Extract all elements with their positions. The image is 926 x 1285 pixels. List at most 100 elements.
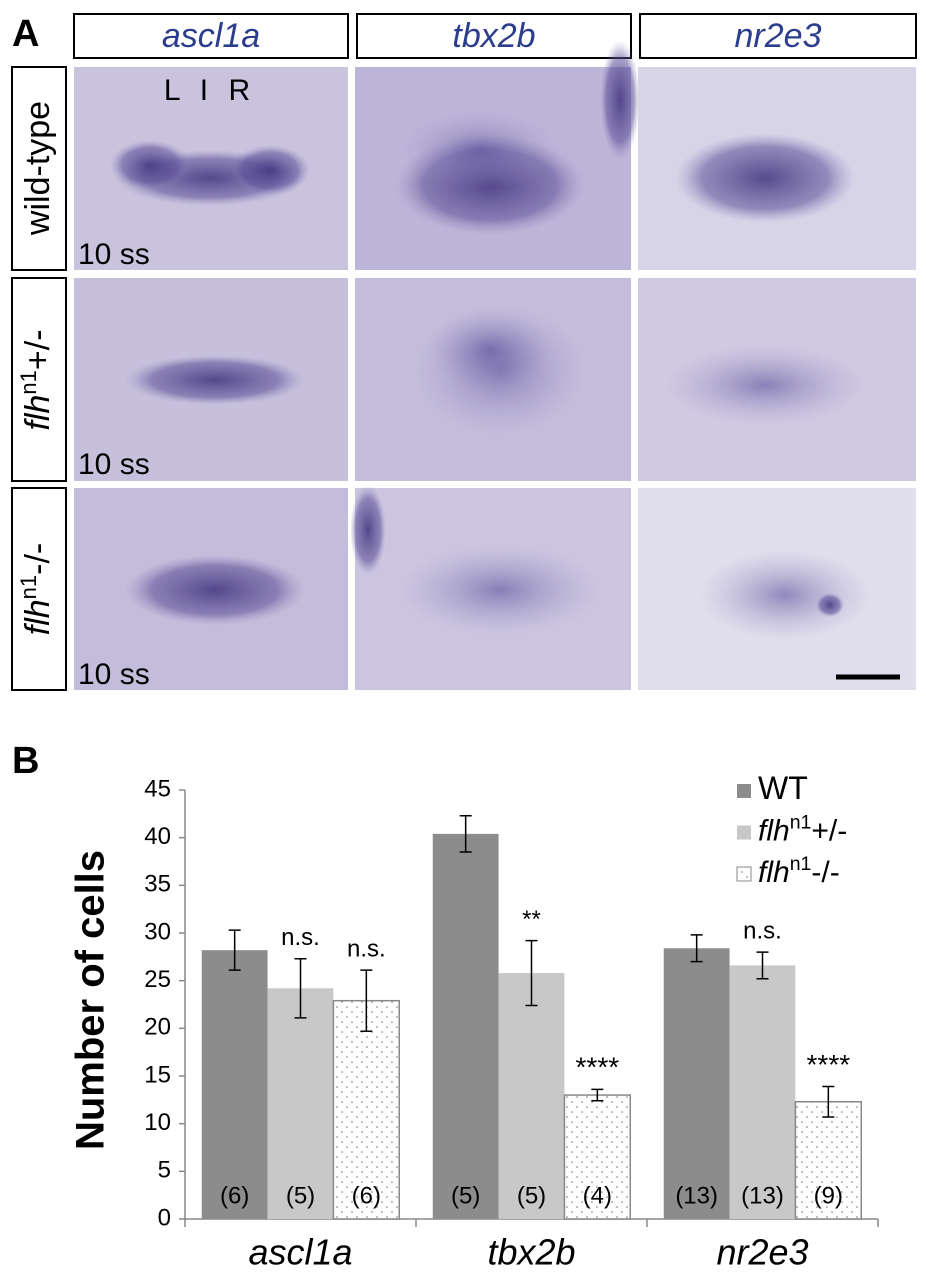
staining	[125, 555, 305, 625]
stage-label: 10 ss	[78, 658, 150, 691]
bar	[332, 999, 401, 1220]
panel-label: A	[12, 13, 39, 55]
legend-genotype: +/-	[811, 814, 847, 847]
legend-swatch	[736, 866, 752, 882]
staining	[400, 545, 600, 635]
significance-label: n.s.	[743, 917, 782, 944]
row-label-gene: flh	[19, 395, 57, 431]
staining	[350, 485, 386, 575]
bar	[432, 833, 499, 1219]
legend-label: WT	[758, 770, 808, 806]
error-bar	[822, 1085, 835, 1118]
row-label-box	[11, 487, 67, 691]
bar	[663, 948, 730, 1219]
n-label: (4)	[583, 1182, 612, 1209]
stage-label: 10 ss	[78, 238, 150, 271]
panel-a: A ascl1a tbx2b nr2e3 wild-type flhn1+/- …	[11, 13, 917, 691]
legend-genotype: -/-	[811, 856, 839, 889]
header-box	[73, 13, 349, 59]
y-tick-label: 35	[144, 871, 171, 898]
bar	[201, 950, 268, 1219]
legend-label: flhn1+/-	[758, 812, 847, 848]
staining	[400, 110, 560, 190]
bar	[498, 973, 565, 1219]
y-tick-label: 25	[144, 966, 171, 993]
column-header: tbx2b	[452, 17, 535, 55]
significance-label: n.s.	[347, 936, 386, 963]
legend-swatch	[737, 784, 751, 798]
n-label: (5)	[517, 1182, 546, 1209]
n-label: (13)	[675, 1182, 718, 1209]
n-label: (5)	[286, 1182, 315, 1209]
bar	[267, 988, 334, 1219]
significance-label: ****	[807, 1049, 851, 1080]
bar	[794, 1100, 863, 1220]
panel-b: B Number of cells 0 5 10 15 20 25 30 35 40 45 ascl1a…	[12, 740, 879, 1273]
n-label: (5)	[451, 1182, 480, 1209]
legend-gene: flh	[758, 856, 790, 889]
n-label: (6)	[352, 1182, 381, 1209]
significance-label: n.s.	[281, 924, 320, 951]
orientation-label: L I R	[164, 74, 256, 107]
legend-sup: n1	[790, 812, 812, 834]
error-bar	[756, 951, 769, 980]
x-tick-label: ascl1a	[248, 1232, 352, 1273]
column-header: ascl1a	[162, 17, 260, 55]
x-tick-label: tbx2b	[487, 1232, 575, 1273]
n-label: (9)	[814, 1182, 843, 1209]
staining	[230, 145, 310, 195]
row-label-sup: n1	[16, 370, 41, 394]
significance-label: **	[522, 906, 541, 933]
row-label: flhn1+/-	[16, 329, 57, 430]
y-tick-label: 15	[144, 1061, 171, 1088]
row-label: wild-type	[19, 101, 57, 236]
y-axis-title: Number of cells	[69, 850, 113, 1150]
legend-text: WT	[758, 770, 808, 806]
header-box	[639, 13, 917, 59]
panel-label: B	[12, 740, 39, 782]
staining	[665, 345, 865, 425]
row-label-genotype: +/-	[19, 329, 57, 370]
row-label-sup: n1	[16, 575, 41, 599]
row-label-box	[11, 277, 67, 482]
legend-gene: flh	[758, 814, 790, 847]
error-bar	[690, 934, 703, 963]
row-label-gene: flh	[19, 599, 57, 635]
error-bar	[525, 939, 538, 1007]
staining	[125, 355, 305, 405]
n-label: (13)	[741, 1182, 784, 1209]
y-tick-label: 30	[144, 918, 171, 945]
y-tick-label: 5	[158, 1157, 171, 1184]
legend-swatch	[737, 825, 751, 840]
stage-label: 10 ss	[78, 448, 150, 481]
staining	[700, 550, 870, 640]
y-tick-label: 20	[144, 1014, 171, 1041]
y-tick-label: 40	[144, 823, 171, 850]
error-bar	[591, 1088, 604, 1102]
y-tick-label: 45	[144, 775, 171, 802]
staining	[816, 593, 844, 617]
row-label-text: wild-type	[19, 101, 57, 236]
micrographs	[74, 40, 916, 690]
n-label: (6)	[220, 1182, 249, 1209]
row-label-box	[11, 66, 67, 271]
row-label-genotype: -/-	[19, 543, 57, 575]
legend-label: flhn1-/-	[758, 853, 840, 889]
y-tick-label: 0	[158, 1204, 171, 1231]
header-box	[356, 13, 632, 59]
error-bar	[459, 814, 472, 853]
y-tick-label: 10	[144, 1109, 171, 1136]
staining	[675, 133, 855, 223]
significance-label: ****	[576, 1052, 620, 1083]
staining	[430, 310, 550, 390]
legend-sup: n1	[790, 853, 812, 875]
bar	[563, 1094, 632, 1220]
error-bar	[294, 957, 307, 1019]
bar	[729, 965, 796, 1219]
column-header: nr2e3	[735, 17, 822, 55]
row-label: flhn1-/-	[16, 543, 57, 636]
staining	[110, 140, 190, 190]
staining	[600, 40, 640, 160]
error-bar	[228, 929, 241, 971]
